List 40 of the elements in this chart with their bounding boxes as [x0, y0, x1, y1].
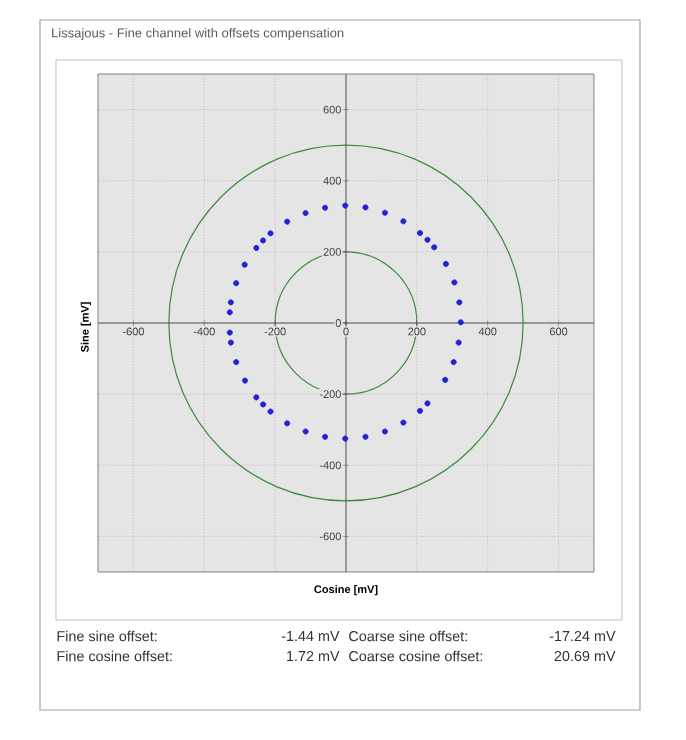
- point: [417, 407, 424, 414]
- point: [451, 279, 458, 286]
- point: [322, 204, 329, 211]
- point: [400, 419, 407, 426]
- point: [260, 401, 267, 408]
- point: [322, 433, 329, 440]
- point: [442, 376, 449, 383]
- point: [267, 230, 274, 237]
- point: [233, 359, 240, 366]
- point: [431, 244, 438, 251]
- point: [362, 433, 369, 440]
- point: [342, 435, 349, 442]
- point: [227, 299, 234, 306]
- point: [226, 329, 233, 336]
- point: [342, 202, 349, 209]
- point: [226, 309, 233, 316]
- point: [381, 209, 388, 216]
- point: [400, 218, 407, 225]
- point: [362, 204, 369, 211]
- point: [253, 394, 260, 401]
- point: [381, 428, 388, 435]
- point: [302, 428, 309, 435]
- point: [227, 339, 234, 346]
- point: [455, 339, 462, 346]
- point: [242, 377, 249, 384]
- point: [424, 236, 431, 243]
- point: [457, 319, 464, 326]
- point: [253, 244, 260, 251]
- point: [284, 420, 291, 427]
- point: [456, 299, 463, 306]
- point: [241, 261, 248, 268]
- point: [260, 237, 267, 244]
- point: [442, 260, 449, 267]
- point: [233, 280, 240, 287]
- point: [267, 408, 274, 415]
- point: [450, 359, 457, 366]
- point: [424, 400, 431, 407]
- point: [302, 210, 309, 217]
- point: [284, 218, 291, 225]
- point: [417, 230, 424, 237]
